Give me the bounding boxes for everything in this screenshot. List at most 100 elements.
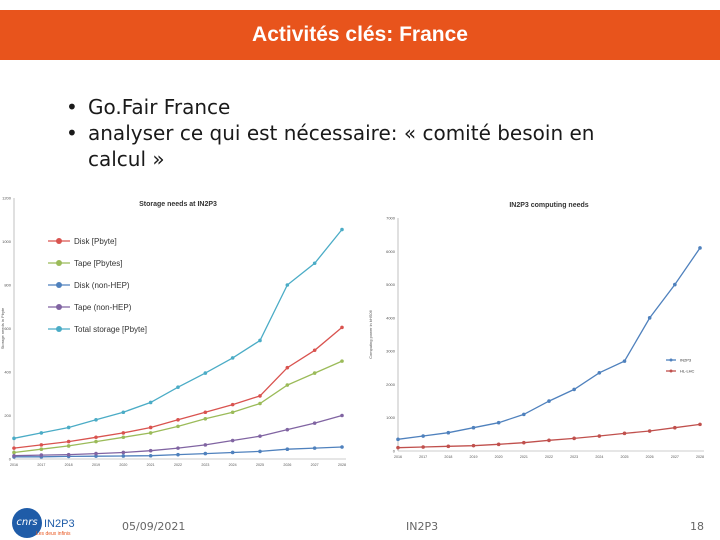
data-point [39,453,44,457]
data-point [285,447,290,452]
data-point [572,387,576,392]
data-point [230,410,235,415]
data-point [94,439,98,444]
data-point [647,429,652,433]
chart-title: IN2P3 computing needs [509,202,588,209]
x-tick-label: 2018 [65,463,73,467]
data-point [572,436,576,441]
storage-chart-svg: Storage needs at IN2P3 Storage needs in P… [0,196,346,467]
data-point [312,261,317,266]
legend-label: Tape [Pbytes] [74,259,122,268]
computing-chart: IN2P3 computing needs Computing power in … [362,194,714,464]
data-point [66,425,71,430]
data-point [673,425,677,430]
data-point [121,410,126,415]
legend-marker [56,260,62,266]
x-tick-label: 2021 [520,455,528,459]
data-point [285,365,290,370]
data-point [547,399,551,403]
data-point [94,454,98,458]
data-point [121,435,126,440]
logo-subtitle: Les deux infinis [36,531,71,537]
legend-label: Disk (non-HEP) [74,281,130,290]
data-point [471,425,476,430]
footer-date: 05/09/2021 [122,520,186,533]
bullet-list: Go.Fair France analyser ce qui est néces… [62,94,622,172]
data-point [148,431,153,435]
slide-title: Activités clés: France [252,23,468,46]
data-point [258,401,262,406]
data-point [176,424,180,429]
data-point [258,338,262,343]
legend-marker [56,304,62,310]
y-tick-label: 7000 [386,216,396,221]
x-tick-label: 2022 [174,463,182,467]
data-point [121,431,126,435]
data-point [312,348,317,353]
computing-chart-svg: IN2P3 computing needs Computing power in … [368,202,704,459]
y-tick-label: 6000 [386,249,396,254]
data-point [148,453,153,458]
series-line [397,423,701,449]
legend-marker [56,238,62,244]
legend-marker [56,282,62,288]
data-point [396,437,400,442]
x-tick-label: 2024 [595,455,603,459]
data-point [597,434,602,438]
data-point [203,451,208,456]
data-point [698,422,702,427]
data-point [647,316,652,320]
data-point [421,445,425,449]
data-point [258,449,262,454]
logo-label: IN2P3 [44,518,75,530]
series-line [13,360,343,454]
y-tick-label: 1000 [386,415,396,420]
data-point [312,421,317,425]
data-point [496,420,501,425]
data-point [597,370,602,375]
y-tick-label: 400 [4,370,11,375]
x-tick-label: 2020 [119,463,127,467]
data-point [39,431,44,435]
data-point [94,451,98,456]
series-line [13,229,343,439]
x-tick-label: 2026 [646,455,654,459]
data-point [622,431,627,436]
x-tick-label: 2025 [621,455,629,459]
y-tick-label: 1000 [2,239,12,244]
x-tick-label: 2017 [419,455,427,459]
storage-chart: Storage needs at IN2P3 Storage needs in P… [0,192,360,472]
data-point [622,359,627,363]
legend-marker [669,369,673,373]
series-line [397,247,701,440]
x-tick-label: 2023 [570,455,578,459]
data-point [340,413,344,418]
legend-label: IN2P3 [680,357,692,362]
data-point [285,427,290,432]
footer-center: IN2P3 [406,520,439,533]
data-point [176,418,180,422]
data-point [340,325,344,330]
data-point [12,446,16,450]
y-tick-label: 3000 [386,349,396,354]
y-tick-label: 0 [9,457,12,462]
data-point [230,402,235,407]
data-point [340,227,344,232]
data-point [312,446,317,450]
data-point [547,438,551,443]
x-tick-label: 2027 [671,455,679,459]
title-bar: Activités clés: France [0,10,720,60]
data-point [698,246,702,250]
x-tick-label: 2026 [283,463,291,467]
x-tick-label: 2020 [495,455,503,459]
x-tick-label: 2023 [201,463,209,467]
data-point [230,438,235,443]
data-point [66,439,71,444]
x-tick-label: 2028 [696,455,704,459]
data-point [12,436,16,441]
y-tick-label: 0 [393,449,396,454]
x-tick-label: 2016 [394,455,402,459]
data-point [285,383,290,387]
data-point [471,443,476,448]
data-point [66,452,71,457]
